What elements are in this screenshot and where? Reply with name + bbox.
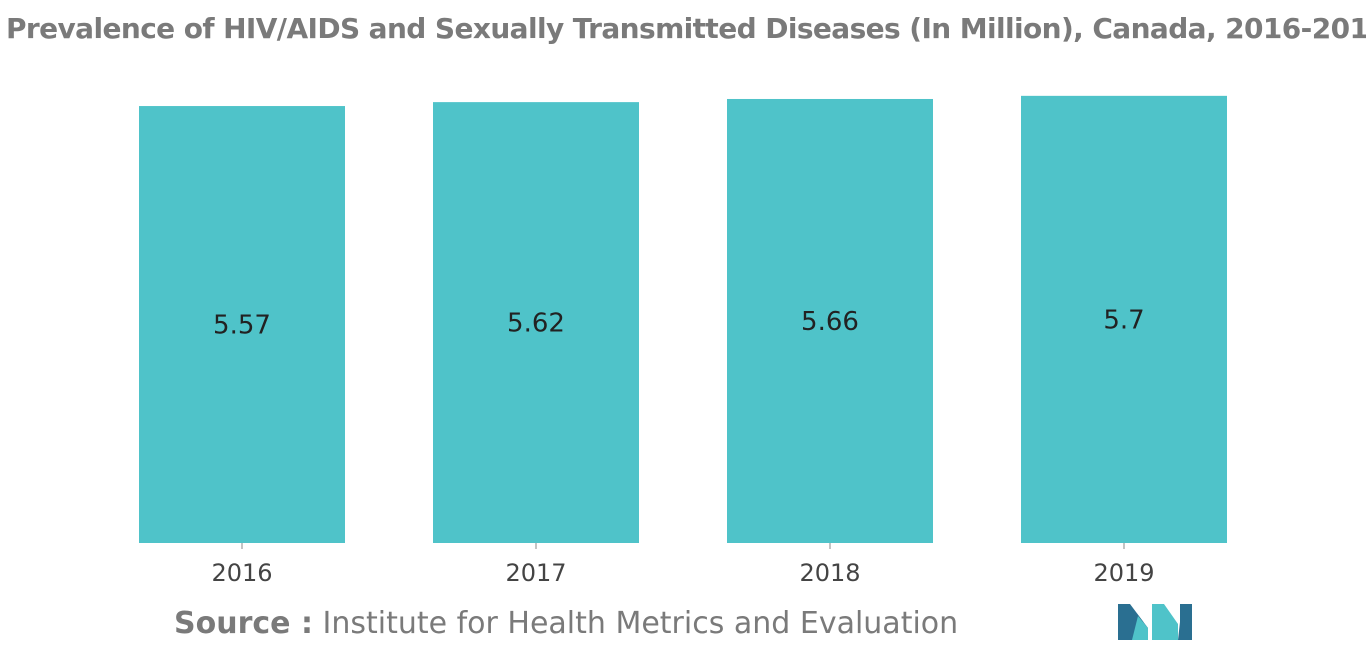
x-tick-labels-group: 2016 2017 2018 2019 [211,543,1155,587]
bars-group [139,95,1227,544]
mordor-intelligence-logo-icon [1118,604,1192,640]
source-text: Institute for Health Metrics and Evaluat… [322,606,959,641]
data-label-2019: 5.7 [1103,305,1144,335]
bar-2019 [1021,95,1227,544]
x-tick-label-2017: 2017 [505,559,566,587]
x-tick-label-2018: 2018 [799,559,860,587]
chart-title: Prevalence of HIV/AIDS and Sexually Tran… [6,12,1366,45]
data-labels-group: 5.57 5.62 5.66 5.7 [213,305,1145,340]
data-label-2018: 5.66 [801,307,859,337]
bar-2016 [139,106,345,544]
x-tick-label-2016: 2016 [211,559,272,587]
data-label-2017: 5.62 [507,309,565,339]
x-tick-label-2019: 2019 [1093,559,1154,587]
data-label-2016: 5.57 [213,311,271,341]
source-prefix: Source : [174,606,313,641]
bar-2018 [727,98,933,543]
source-note: Source : Institute for Health Metrics an… [174,606,958,641]
bar-2017 [433,102,639,543]
